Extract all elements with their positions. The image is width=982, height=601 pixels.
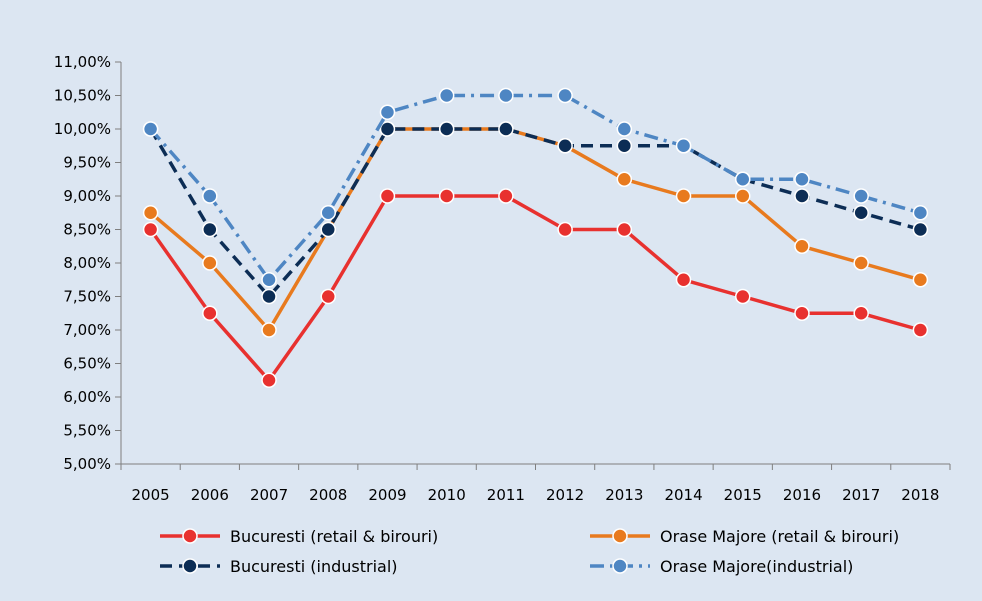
legend-label: Orase Majore(industrial) (660, 557, 853, 576)
x-tick-label: 2018 (901, 486, 939, 504)
data-point (912, 221, 929, 238)
data-point (142, 121, 159, 137)
axes: 5,00% 5,50% 6,00% 6,50% 7,00% 7,50% 8,00% 8,50%… (54, 53, 951, 504)
y-tick-label: 8,50% (63, 221, 111, 239)
data-point (438, 121, 455, 137)
x-tick-label: 2017 (842, 486, 880, 504)
y-tick-label: 7,50% (63, 288, 111, 306)
y-tick-label: 7,00% (63, 321, 111, 339)
data-point (794, 305, 810, 321)
data-point (261, 272, 277, 288)
data-point (379, 104, 396, 120)
data-point (202, 255, 218, 271)
data-point (320, 288, 336, 305)
data-point (853, 188, 869, 204)
x-tick-label: 2006 (191, 486, 229, 504)
data-point (912, 322, 929, 338)
y-tick-label: 5,50% (63, 422, 111, 440)
y-tick-label: 9,50% (63, 154, 111, 172)
data-point (557, 138, 573, 154)
data-point (912, 272, 929, 288)
legend-label: Orase Majore (retail & birouri) (660, 527, 899, 546)
data-point (675, 138, 692, 154)
series-line (149, 93, 921, 282)
x-tick-label: 2005 (132, 486, 170, 504)
data-point (735, 288, 751, 305)
data-point (438, 87, 455, 104)
data-point (616, 171, 633, 187)
data-point (379, 188, 396, 204)
legend-item: Bucuresti (retail & birouri) (160, 527, 438, 546)
legend-marker (612, 528, 628, 544)
y-tick-label: 10,00% (54, 120, 111, 138)
y-tick-label: 9,00% (63, 187, 111, 205)
series-1 (142, 121, 929, 338)
series-line (149, 127, 921, 299)
legend-label: Bucuresti (retail & birouri) (230, 527, 438, 546)
x-tick-label: 2007 (250, 486, 288, 504)
data-point (616, 138, 633, 154)
x-tick-label: 2008 (309, 486, 347, 504)
data-point (912, 205, 929, 221)
y-tick-label: 8,00% (63, 254, 111, 272)
legend: Bucuresti (retail & birouri) Orase Majore… (160, 527, 899, 576)
x-tick-label: 2014 (664, 486, 702, 504)
series-lines (142, 87, 929, 388)
series-3 (142, 87, 929, 288)
y-tick-label: 11,00% (54, 53, 111, 71)
data-point (202, 188, 218, 204)
data-point (557, 221, 573, 238)
data-point (853, 255, 869, 271)
data-point (202, 221, 218, 238)
data-point (735, 188, 751, 204)
legend-item: Orase Majore(industrial) (590, 557, 853, 576)
x-tick-label: 2016 (783, 486, 821, 504)
data-point (557, 87, 573, 104)
x-tick-label: 2015 (724, 486, 762, 504)
series-0 (142, 188, 929, 388)
data-point (735, 171, 751, 187)
data-point (202, 305, 218, 321)
legend-marker (182, 558, 198, 574)
data-point (261, 288, 277, 305)
data-point (142, 221, 159, 238)
y-tick-label: 5,00% (63, 455, 111, 473)
data-point (142, 205, 159, 221)
data-point (498, 188, 514, 204)
data-point (320, 221, 336, 238)
data-point (853, 205, 869, 221)
data-point (675, 272, 692, 288)
data-point (379, 121, 396, 137)
data-point (675, 188, 692, 204)
data-point (853, 305, 869, 321)
data-point (498, 87, 514, 104)
data-point (794, 188, 810, 204)
x-tick-label: 2013 (605, 486, 643, 504)
legend-item: Orase Majore (retail & birouri) (590, 527, 899, 546)
data-point (320, 205, 336, 221)
x-tick-label: 2009 (368, 486, 406, 504)
x-tick-label: 2010 (428, 486, 466, 504)
data-point (616, 121, 633, 137)
data-point (498, 121, 514, 137)
legend-label: Bucuresti (industrial) (230, 557, 398, 576)
data-point (794, 171, 810, 187)
legend-marker (612, 558, 628, 574)
y-tick-label: 10,50% (54, 87, 111, 105)
y-tick-label: 6,00% (63, 388, 111, 406)
x-tick-label: 2011 (487, 486, 525, 504)
data-point (794, 238, 810, 254)
data-point (438, 188, 455, 204)
legend-item: Bucuresti (industrial) (160, 557, 398, 576)
data-point (261, 322, 277, 338)
series-line (149, 194, 921, 383)
legend-marker (182, 528, 198, 544)
data-point (616, 221, 633, 238)
x-tick-label: 2012 (546, 486, 584, 504)
y-tick-label: 6,50% (63, 355, 111, 373)
data-point (261, 372, 277, 388)
